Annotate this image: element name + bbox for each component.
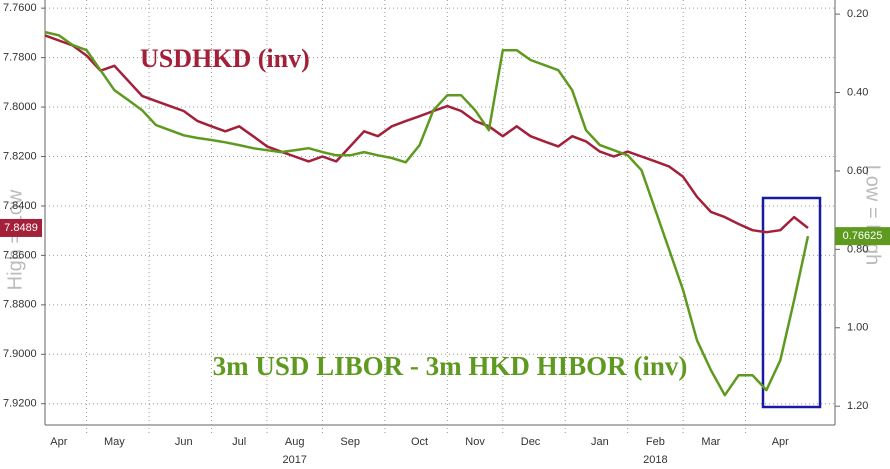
y-tick-label: 7.9000: [3, 348, 37, 360]
highlight-box: [761, 196, 822, 409]
y2-tick-label: 0.80: [847, 243, 868, 255]
y2-tick-label: 1.00: [847, 322, 868, 334]
y-tick-label: 7.8600: [3, 249, 37, 261]
legend-label: USDHKD (inv): [140, 44, 310, 73]
series-line: [44, 30, 810, 397]
series-line: [44, 34, 809, 234]
legend-label: 3m USD LIBOR - 3m HKD HIBOR (inv): [212, 351, 688, 381]
y-tick-label: 7.8800: [3, 299, 37, 311]
x-tick-label: May: [104, 436, 125, 448]
y2-tick-label: 0.20: [847, 8, 868, 20]
last-value-label: 7.8489: [4, 222, 38, 234]
last-value-label: 0.76625: [843, 230, 883, 242]
y2-tick-label: 0.60: [847, 165, 868, 177]
y-axis-label: High = Low: [4, 189, 26, 290]
x-tick-label: Jun: [175, 436, 193, 448]
y2-tick-label: 0.40: [847, 86, 868, 98]
x-tick-label: Mar: [701, 436, 720, 448]
x-tick-label: Apr: [772, 436, 789, 448]
x-tick-label: Jan: [591, 436, 609, 448]
x-tick-label: Aug: [285, 436, 305, 448]
y-tick-label: 7.9200: [3, 398, 37, 410]
y-tick-label: 7.7600: [3, 2, 37, 14]
x-tick-label: Apr: [50, 436, 67, 448]
y-tick-label: 7.7800: [3, 52, 37, 64]
last-value-box: [835, 227, 890, 246]
last-value-box: [0, 218, 42, 237]
x-tick-label: Jul: [232, 436, 246, 448]
x-tick-label: Sep: [340, 436, 360, 448]
x-tick-label: Oct: [411, 436, 428, 448]
y-tick-label: 7.8200: [3, 150, 37, 162]
year-label: 2017: [282, 454, 306, 466]
x-tick-label: Nov: [465, 436, 485, 448]
year-label: 2018: [643, 454, 667, 466]
x-tick-label: Feb: [646, 436, 665, 448]
y-tick-label: 7.8400: [3, 200, 37, 212]
x-tick-label: Dec: [521, 436, 541, 448]
y-tick-label: 7.8000: [3, 101, 37, 113]
y2-tick-label: 1.20: [847, 400, 868, 412]
